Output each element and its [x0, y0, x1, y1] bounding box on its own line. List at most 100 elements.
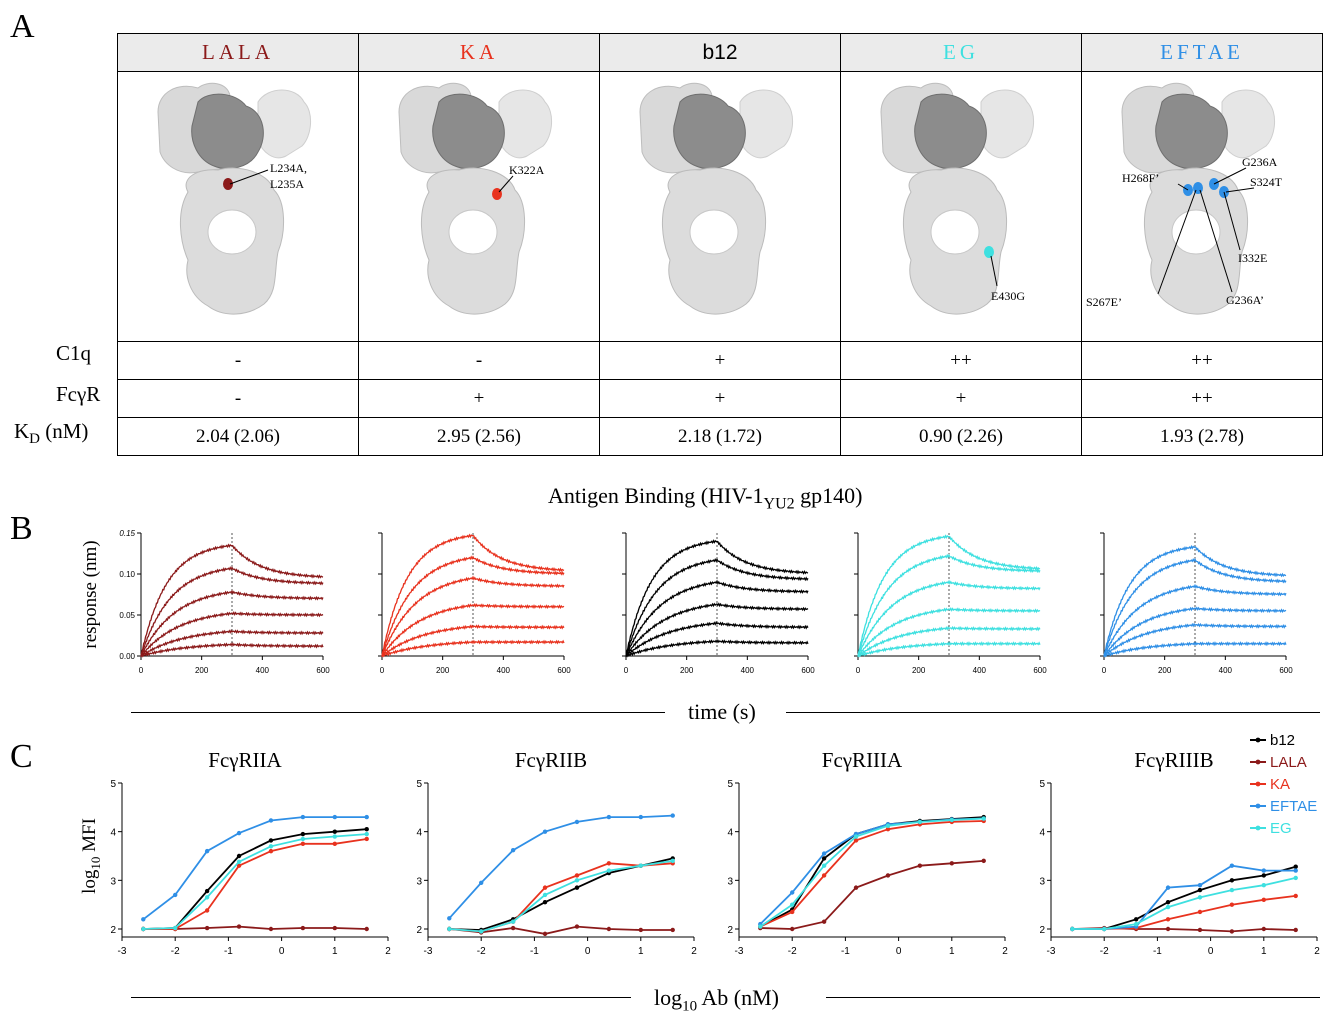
fc-cavity: [207, 209, 257, 255]
kinetics-chart-1: 0 200 400 600: [378, 532, 571, 675]
data-point-eg: [1197, 895, 1203, 900]
x-tick-label: 600: [1279, 666, 1293, 675]
x-tick-label: 2: [691, 946, 697, 957]
x-tick-label: -1: [1153, 946, 1162, 957]
data-point-eg: [981, 816, 986, 821]
panel-c-xlabel: log10 Ab (nM): [654, 985, 779, 1015]
structure-cell-lala: L234A, L235A: [117, 71, 359, 342]
data-point-eg: [141, 926, 146, 932]
mutation-leader-0: [1213, 167, 1247, 185]
structure-drawing: G236A S324T H268F’ I332E S267E’ G236A’: [1086, 82, 1283, 315]
y-tick-label: 4: [1039, 828, 1045, 839]
data-point-b12: [1133, 917, 1139, 922]
antibody-structure-lala: L234A, L235A: [157, 82, 311, 315]
y-tick-label: 5: [727, 779, 733, 790]
x-tick-label: -2: [788, 946, 797, 957]
structure-cell-ka: K322A: [358, 71, 600, 342]
data-point-lala: [949, 861, 954, 866]
kinetics-trace-5: [381, 639, 565, 658]
x-tick-label: 0: [279, 946, 285, 957]
fc-cavity: [930, 209, 980, 255]
data-point-eftae: [574, 819, 580, 825]
panel-b-xlabel: time (s): [688, 699, 756, 724]
x-tick-label: 400: [497, 666, 511, 675]
data-point-eftae: [638, 814, 643, 820]
data-point-eftae: [332, 814, 337, 820]
data-point-eg: [447, 926, 452, 932]
y-tick-label: 5: [416, 779, 422, 790]
x-tick-label: 0: [585, 946, 591, 957]
data-point-eftae: [447, 916, 452, 921]
mutation-site-0: [984, 246, 994, 258]
data-point-lala: [268, 926, 274, 932]
series-line-lala: [143, 925, 367, 930]
data-point-eg: [821, 863, 827, 868]
mutation-label: L234A,: [270, 161, 307, 175]
data-point-ka: [236, 863, 242, 868]
mutation-label: S324T: [1250, 175, 1283, 189]
panel-b-ylabel: response (nm): [80, 540, 101, 648]
y-tick-label: 0.05: [119, 611, 135, 620]
x-tick-label: -2: [171, 946, 180, 957]
data-point-eg: [670, 858, 675, 864]
data-point-eftae: [1293, 868, 1298, 873]
c1q-eftae: ++: [1081, 341, 1323, 380]
data-point-eftae: [542, 829, 548, 834]
x-tick-label: 200: [436, 666, 450, 675]
fcgr-lala: -: [117, 379, 359, 418]
fab-arm-right: [980, 89, 1034, 159]
data-point-eg: [758, 924, 763, 929]
data-point-lala: [606, 926, 612, 932]
kinetics-trace-1: [857, 553, 1041, 656]
mutation-label: S267E’: [1086, 295, 1122, 309]
kinetics-trace-1: [381, 555, 565, 656]
x-tick-label: 200: [912, 666, 926, 675]
mutation-label: L235A: [270, 177, 304, 191]
kinetics-trace-2: [625, 579, 809, 656]
kinetics-trace-0: [857, 534, 1041, 657]
x-tick-label: -3: [118, 946, 127, 957]
header-row: LALA KA b12 EG EFTAE: [117, 33, 1323, 72]
data-point-lala: [638, 927, 643, 933]
data-point-eg: [1070, 926, 1075, 932]
data-point-b12: [574, 885, 580, 890]
y-tick-label: 2: [110, 925, 116, 936]
y-tick-label: 4: [110, 828, 116, 839]
panel-c-xlabel-post: Ab (nM): [697, 985, 780, 1010]
data-point-eftae: [821, 851, 827, 856]
kinetics-trace-2: [1103, 583, 1287, 656]
mutation-site-1: [1193, 182, 1203, 194]
data-point-b12: [1293, 864, 1298, 869]
data-point-lala: [1197, 927, 1203, 933]
data-point-eftae: [510, 847, 516, 853]
data-point-lala: [853, 885, 859, 890]
data-point-lala: [1261, 926, 1267, 932]
data-point-lala: [204, 925, 210, 931]
data-point-eg: [204, 895, 210, 900]
series-line-eg: [759, 817, 984, 928]
antigen-domain: [191, 93, 264, 170]
kinetics-chart-3: 0 200 400 600: [854, 532, 1047, 675]
data-point-eftae: [1197, 883, 1203, 888]
data-point-lala: [300, 925, 306, 931]
x-tick-label: 200: [680, 666, 694, 675]
kinetics-trace-3: [140, 611, 324, 657]
data-point-eg: [606, 868, 612, 873]
fcgr-chart-title: FcγRIIIB: [1134, 748, 1213, 772]
y-tick-label: 2: [727, 925, 733, 936]
kinetics-trace-4: [857, 625, 1041, 657]
data-point-eg: [885, 823, 891, 829]
data-point-lala: [542, 931, 548, 937]
x-tick-label: 1: [1261, 946, 1267, 957]
kd-row: 2.04 (2.06) 2.95 (2.56) 2.18 (1.72) 0.90…: [117, 417, 1323, 456]
antigen-domain: [432, 93, 505, 170]
kinetics-trace-4: [381, 624, 565, 657]
kinetics-trace-3: [625, 602, 809, 657]
kinetics-trace-4: [625, 621, 809, 657]
legend-marker-lala: [1255, 759, 1261, 765]
kinetics-trace-5: [1103, 641, 1287, 658]
panel-c-xlabel-sub: 10: [682, 998, 698, 1015]
kd-lala: 2.04 (2.06): [117, 417, 359, 456]
data-point-lala: [821, 919, 827, 924]
